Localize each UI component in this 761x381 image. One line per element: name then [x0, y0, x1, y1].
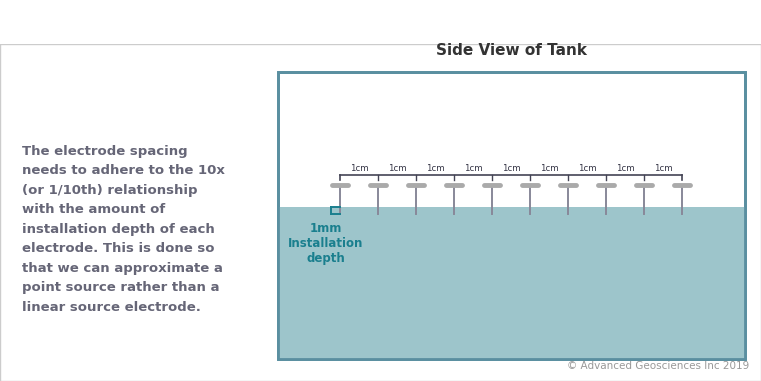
Text: 1cm: 1cm [540, 164, 559, 173]
Text: 1cm: 1cm [463, 164, 482, 173]
Text: Side View of Tank: Side View of Tank [436, 43, 587, 58]
Text: 1cm: 1cm [654, 164, 672, 173]
Text: 1cm: 1cm [425, 164, 444, 173]
Text: 1cm: 1cm [350, 164, 368, 173]
Text: The electrode spacing
needs to adhere to the 10x
(or 1/10th) relationship
with t: The electrode spacing needs to adhere to… [22, 145, 224, 314]
Bar [278, 207, 745, 359]
Text: 1cm: 1cm [501, 164, 521, 173]
Text: 1cm: 1cm [387, 164, 406, 173]
Text: Example of Electrode Spacing & Installation Depth At Scale: Example of Electrode Spacing & Installat… [67, 13, 694, 31]
Text: 1mm
Installation
depth: 1mm Installation depth [288, 222, 364, 265]
Bar [278, 72, 745, 359]
Text: 1cm: 1cm [616, 164, 635, 173]
Text: 1cm: 1cm [578, 164, 597, 173]
Bar [278, 72, 745, 359]
Text: © Advanced Geosciences Inc 2019: © Advanced Geosciences Inc 2019 [567, 361, 749, 371]
